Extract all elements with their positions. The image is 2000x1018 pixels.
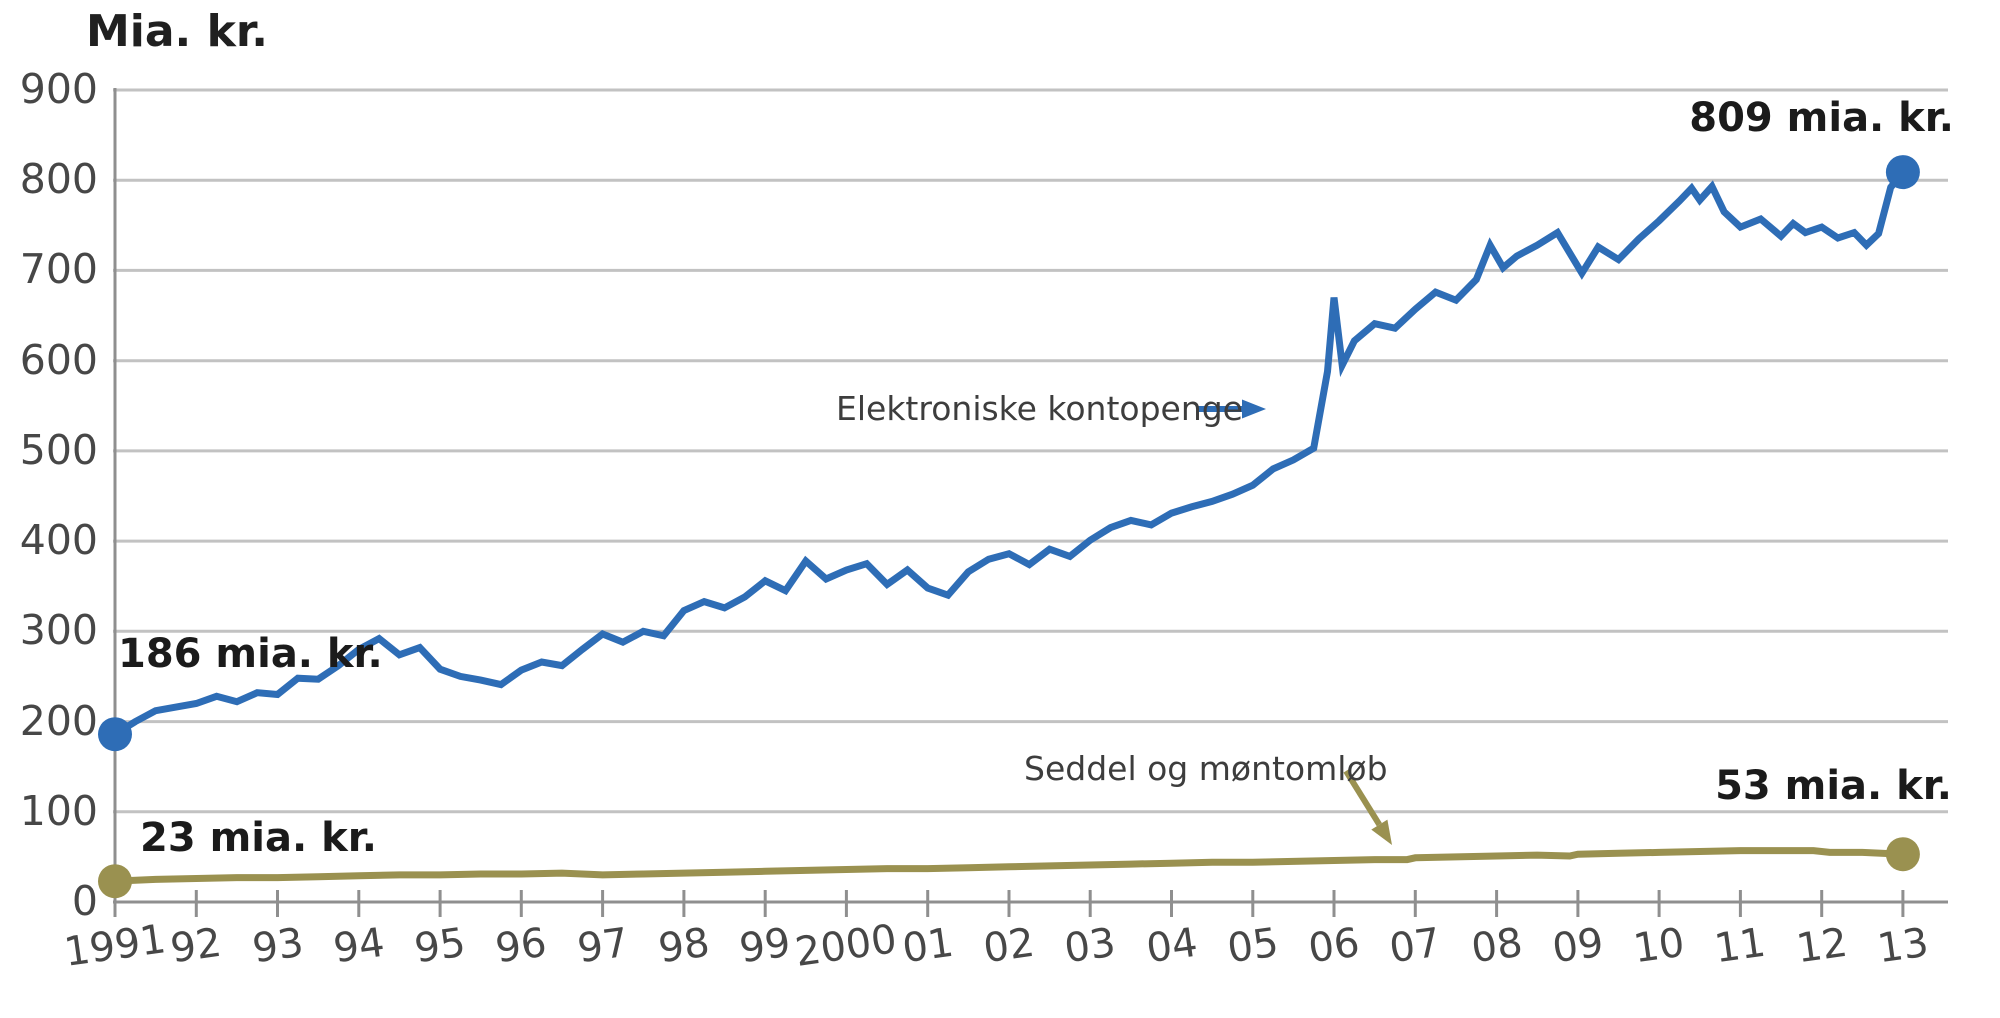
olive-start-value-label: 23 mia. kr. — [140, 815, 377, 861]
olive-series-arrow-icon-head — [1371, 819, 1392, 845]
olive-series-arrow-icon — [1343, 769, 1382, 827]
olive-series-label: Seddel og møntomløb — [1024, 749, 1388, 788]
y-tick-label: 900 — [19, 65, 98, 113]
olive-end-value-label: 53 mia. kr. — [1715, 763, 1952, 809]
blue-start-value-label: 186 mia. kr. — [118, 631, 383, 677]
y-tick-label: 400 — [19, 516, 98, 564]
endpoint-dot-elektroniske-kontopenge — [98, 717, 132, 752]
y-tick-label: 800 — [19, 155, 98, 203]
y-tick-label: 100 — [19, 787, 98, 835]
series-line-seddel-og-montomlob — [114, 847, 1904, 885]
y-tick-label: 300 — [19, 606, 98, 654]
blue-series-label: Elektroniske kontopenge — [836, 389, 1243, 428]
blue-end-value-label: 809 mia. kr. — [1689, 95, 1954, 141]
endpoint-dot-seddel-og-montomlob — [1885, 837, 1920, 872]
y-tick-label: 0 — [71, 877, 98, 925]
y-tick-label: 200 — [19, 697, 98, 745]
blue-series-arrow-icon-head — [1242, 399, 1266, 419]
y-tick-label: 500 — [19, 426, 98, 474]
endpoint-dot-elektroniske-kontopenge — [1885, 155, 1920, 190]
series-line-elektroniske-kontopenge — [113, 169, 1906, 738]
y-tick-label: 700 — [19, 245, 98, 293]
endpoint-dot-seddel-og-montomlob — [98, 864, 132, 899]
y-tick-label: 600 — [19, 336, 98, 384]
y-axis-title: Mia. kr. — [86, 6, 268, 57]
